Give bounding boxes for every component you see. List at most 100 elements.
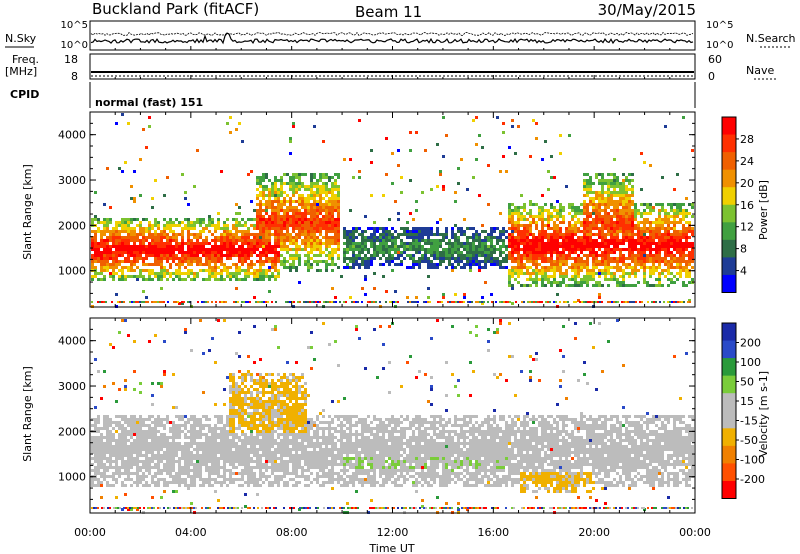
heatmap-cell: [595, 203, 598, 206]
heatmap-cell: [226, 257, 229, 260]
heatmap-cell: [166, 254, 169, 257]
heatmap-cell: [520, 248, 523, 251]
heatmap-cell: [253, 233, 256, 236]
heatmap-cell: [190, 239, 193, 242]
heatmap-cell: [97, 439, 100, 442]
heatmap-cell: [472, 119, 475, 122]
heatmap-cell: [607, 206, 610, 209]
heatmap-cell: [517, 230, 520, 233]
heatmap-cell: [400, 176, 403, 179]
heatmap-cell: [101, 301, 103, 303]
heatmap-cell: [502, 266, 505, 269]
heatmap-cell: [298, 179, 301, 182]
heatmap-cell: [187, 418, 190, 421]
heatmap-cell: [136, 451, 139, 454]
heatmap-cell: [183, 301, 185, 303]
heatmap-cell: [670, 227, 673, 230]
heatmap-cell: [157, 254, 160, 257]
heatmap-cell: [553, 206, 556, 209]
heatmap-cell: [577, 257, 580, 260]
heatmap-cell: [583, 233, 586, 236]
heatmap-cell: [676, 251, 679, 254]
heatmap-cell: [379, 301, 381, 303]
heatmap-cell: [544, 269, 547, 272]
heatmap-cell: [208, 251, 211, 254]
heatmap-cell: [607, 197, 610, 200]
heatmap-cell: [178, 278, 181, 281]
heatmap-cell: [112, 475, 115, 478]
heatmap-cell: [187, 218, 190, 221]
heatmap-cell: [112, 484, 115, 487]
heatmap-cell: [163, 301, 165, 303]
heatmap-cell: [646, 212, 649, 215]
heatmap-cell: [430, 227, 433, 230]
heatmap-cell: [166, 242, 169, 245]
heatmap-cell: [520, 215, 523, 218]
heatmap-cell: [163, 251, 166, 254]
heatmap-cell: [289, 269, 292, 272]
heatmap-cell: [334, 224, 337, 227]
heatmap-cell: [283, 221, 286, 224]
heatmap-cell: [598, 284, 601, 287]
heatmap-cell: [337, 218, 340, 221]
heatmap-cell: [589, 275, 592, 278]
heatmap-cell: [139, 418, 142, 421]
heatmap-cell: [568, 224, 571, 227]
heatmap-cell: [565, 236, 568, 239]
heatmap-cell: [388, 263, 391, 266]
heatmap-cell: [175, 427, 178, 430]
heatmap-cell: [283, 266, 286, 269]
heatmap-cell: [535, 281, 538, 284]
heatmap-cell: [661, 272, 664, 275]
heatmap-cell: [391, 239, 394, 242]
heatmap-cell: [115, 448, 118, 451]
heatmap-cell: [265, 236, 268, 239]
heatmap-cell: [253, 239, 256, 242]
heatmap-cell: [106, 427, 109, 430]
heatmap-cell: [196, 421, 199, 424]
heatmap-cell: [607, 215, 610, 218]
heatmap-cell: [637, 257, 640, 260]
heatmap-cell: [568, 212, 571, 215]
heatmap-cell: [541, 269, 544, 272]
heatmap-cell: [142, 448, 145, 451]
heatmap-cell: [277, 179, 280, 182]
heatmap-cell: [496, 257, 499, 260]
heatmap-cell: [544, 236, 547, 239]
heatmap-cell: [304, 245, 307, 248]
heatmap-cell: [238, 266, 241, 269]
heatmap-cell: [601, 227, 604, 230]
heatmap-cell: [127, 424, 130, 427]
heatmap-cell: [673, 203, 676, 206]
heatmap-cell: [292, 239, 295, 242]
heatmap-cell: [400, 191, 403, 194]
heatmap-cell: [655, 227, 658, 230]
heatmap-cell: [331, 197, 334, 200]
heatmap-cell: [637, 248, 640, 251]
heatmap-cell: [145, 248, 148, 251]
heatmap-cell: [262, 269, 265, 272]
heatmap-cell: [451, 266, 454, 269]
heatmap-cell: [610, 260, 613, 263]
heatmap-cell: [391, 236, 394, 239]
heatmap-cell: [184, 331, 187, 334]
heatmap-cell: [172, 424, 175, 427]
heatmap-cell: [316, 239, 319, 242]
heatmap-cell: [145, 475, 148, 478]
heatmap-cell: [223, 221, 226, 224]
heatmap-cell: [151, 278, 154, 281]
heatmap-cell: [475, 143, 478, 146]
heatmap-cell: [334, 197, 337, 200]
heatmap-cell: [538, 278, 541, 281]
heatmap-cell: [217, 278, 220, 281]
heatmap-cell: [327, 301, 329, 303]
heatmap-cell: [571, 230, 574, 233]
heatmap-cell: [247, 242, 250, 245]
heatmap-cell: [202, 481, 205, 484]
heatmap-cell: [568, 251, 571, 254]
heatmap-cell: [403, 230, 406, 233]
heatmap-cell: [115, 454, 118, 457]
heatmap-cell: [658, 245, 661, 248]
heatmap-cell: [538, 272, 541, 275]
heatmap-cell: [298, 200, 301, 203]
